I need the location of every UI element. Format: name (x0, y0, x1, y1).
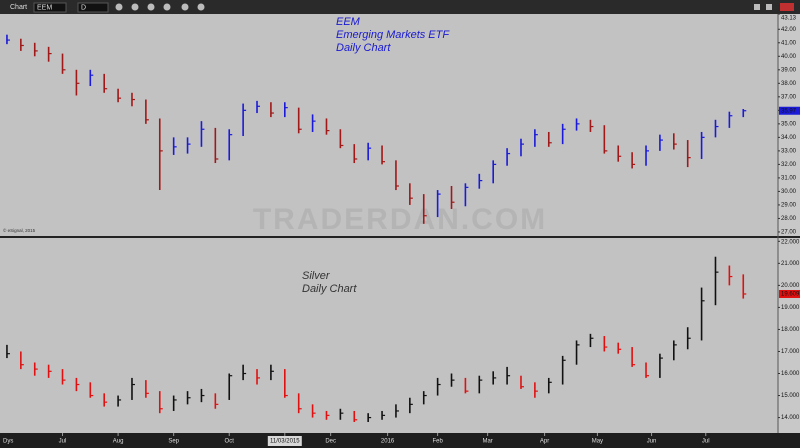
icon[interactable] (163, 3, 171, 11)
window-title: Chart (10, 4, 27, 11)
icon[interactable] (197, 3, 205, 11)
x-tick-label: Oct (225, 439, 235, 445)
x-tick-label: Jul (59, 439, 67, 445)
y-tick-label: 27.00 (781, 230, 797, 236)
y-tick-label: 35.00 (781, 121, 797, 127)
last-price-label: 35.97 (781, 108, 797, 114)
symbol-text: EEM (37, 4, 52, 11)
y-tick-label: 39.00 (781, 67, 797, 73)
x-tick-label: Dec (325, 439, 336, 445)
y-tick-label: 38.00 (781, 81, 797, 87)
y-tick-label: 28.00 (781, 216, 797, 222)
x-tick-label: Feb (432, 439, 443, 445)
price-axis (778, 14, 800, 433)
plot-area (0, 238, 778, 433)
y-tick-label: 43.13 (781, 16, 797, 22)
y-tick-label: 20.000 (781, 283, 800, 289)
plot-area (0, 14, 778, 236)
icon[interactable] (181, 3, 189, 11)
x-tick-highlight (267, 436, 302, 446)
x-axis-unit: Dys (3, 439, 13, 445)
chart-title: Silver (302, 270, 331, 282)
y-tick-label: 22.000 (781, 240, 800, 246)
close-button[interactable] (780, 3, 794, 11)
chart-title: Daily Chart (336, 42, 391, 54)
x-tick-label: Jun (647, 439, 657, 445)
y-tick-label: 16.000 (781, 371, 800, 377)
chart-title: Daily Chart (302, 283, 357, 295)
y-tick-label: 40.00 (781, 54, 797, 60)
toolbar (0, 0, 800, 14)
icon[interactable] (131, 3, 139, 11)
x-tick-label: Aug (113, 439, 124, 445)
y-tick-label: 29.00 (781, 203, 797, 209)
last-price-tag (779, 289, 800, 298)
icon[interactable] (147, 3, 155, 11)
y-tick-label: 21.000 (781, 261, 800, 267)
y-tick-label: 18.000 (781, 327, 800, 333)
chart-title: Emerging Markets ETF (336, 29, 450, 41)
interval-select[interactable] (77, 2, 109, 13)
x-tick-label: Jul (702, 439, 710, 445)
last-price-tag (779, 106, 800, 115)
y-tick-label: 42.00 (781, 27, 797, 33)
toolbar-icons (115, 3, 794, 11)
icon[interactable] (115, 3, 123, 11)
last-price-label: 19.609 (781, 292, 800, 298)
y-tick-label: 15.000 (781, 393, 800, 399)
y-tick-label: 41.00 (781, 40, 797, 46)
x-tick-label: 11/03/2015 (270, 439, 300, 445)
symbol-input[interactable] (33, 2, 67, 13)
x-tick-label: May (592, 439, 603, 445)
chart-title: EEM (336, 16, 361, 28)
y-tick-label: 33.00 (781, 148, 797, 154)
y-tick-label: 17.000 (781, 349, 800, 355)
y-tick-label: 37.00 (781, 94, 797, 100)
watermark: TRADERDAN.COM (253, 203, 547, 236)
x-tick-label: 2016 (381, 439, 395, 445)
y-tick-label: 34.00 (781, 135, 797, 141)
maximize-button[interactable] (766, 4, 772, 10)
x-tick-label: Mar (482, 439, 492, 445)
x-tick-label: Sep (168, 439, 179, 445)
y-tick-label: 19.000 (781, 305, 800, 311)
y-tick-label: 30.00 (781, 189, 797, 195)
minimize-button[interactable] (754, 4, 760, 10)
copyright: © eSignal, 2015 (3, 227, 36, 233)
y-tick-label: 32.00 (781, 162, 797, 168)
y-tick-label: 14.000 (781, 415, 800, 421)
interval-text: D (81, 4, 86, 11)
y-tick-label: 31.00 (781, 175, 797, 181)
x-tick-label: Apr (540, 439, 549, 445)
